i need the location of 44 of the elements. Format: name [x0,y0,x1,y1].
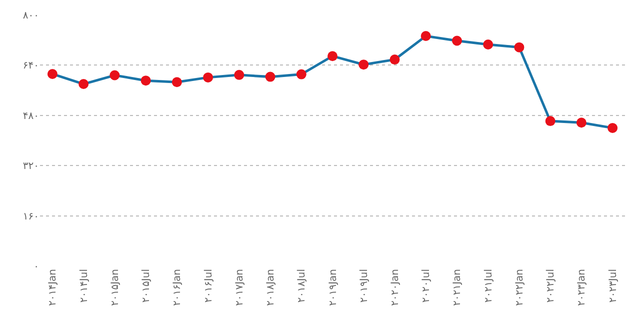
x-tick-label: ۲۰۱۸Jul [296,269,308,303]
y-tick-label: ۶۴۰ [22,60,39,72]
point [296,69,306,80]
point [576,118,586,128]
x-tick-label: ۲۰۱۵Jan [110,269,121,306]
x-tick-label: ۲۰۱۶Jul [203,269,214,303]
x-tick-label: ۲۰۱۶Jan [172,269,184,306]
point [172,77,182,88]
point [265,72,276,82]
x-tick-label: ۲۰۱۹Jan [328,269,339,306]
x-tick-label: ۲۰۲۱Jul [483,269,494,303]
point [234,70,244,80]
x-tick-label: ۲۰۱۹Jul [358,269,370,303]
x-tick-label: ۲۰۲۳Jan [576,269,588,306]
x-tick-label: ۲۰۱۸Jan [266,269,277,306]
point [608,122,618,133]
x-tick-label: ۲۰۲۳Jul [608,269,619,303]
x-tick-label: ۲۰۱۷Jan [234,269,246,306]
point [420,31,431,42]
point [78,79,89,90]
y-tick-label: ۳۲۰ [22,161,39,172]
point [140,76,151,86]
point [452,36,462,46]
x-tick-label: ۲۰۲۱Jan [452,269,464,306]
y-tick-label: ۴۸۰ [22,110,39,122]
x-tick-label: ۲۰۱۴Jul [78,269,90,303]
point [203,72,214,82]
point [328,51,338,62]
y-tick-label: ۸۰۰ [22,10,39,22]
point [47,68,58,79]
point [110,70,120,80]
x-tick-label: ۲۰۲۲Jul [546,269,557,303]
y-tick-label: ۱۶۰ [22,211,39,222]
point [483,39,494,50]
point [390,54,400,65]
y-tick-label: ۰ [34,262,39,272]
x-tick-label: ۲۰۱۴Jan [48,269,59,306]
x-tick-label: ۲۰۱۵Jul [141,269,152,303]
x-tick-label: ۲۰۲۰Jul [421,269,432,303]
x-tick-label: ۲۰۲۲Jan [514,269,526,306]
x-tick-label: ۲۰۲۰Jan [390,269,401,306]
point [358,60,369,70]
point [514,42,524,52]
point [545,116,556,126]
